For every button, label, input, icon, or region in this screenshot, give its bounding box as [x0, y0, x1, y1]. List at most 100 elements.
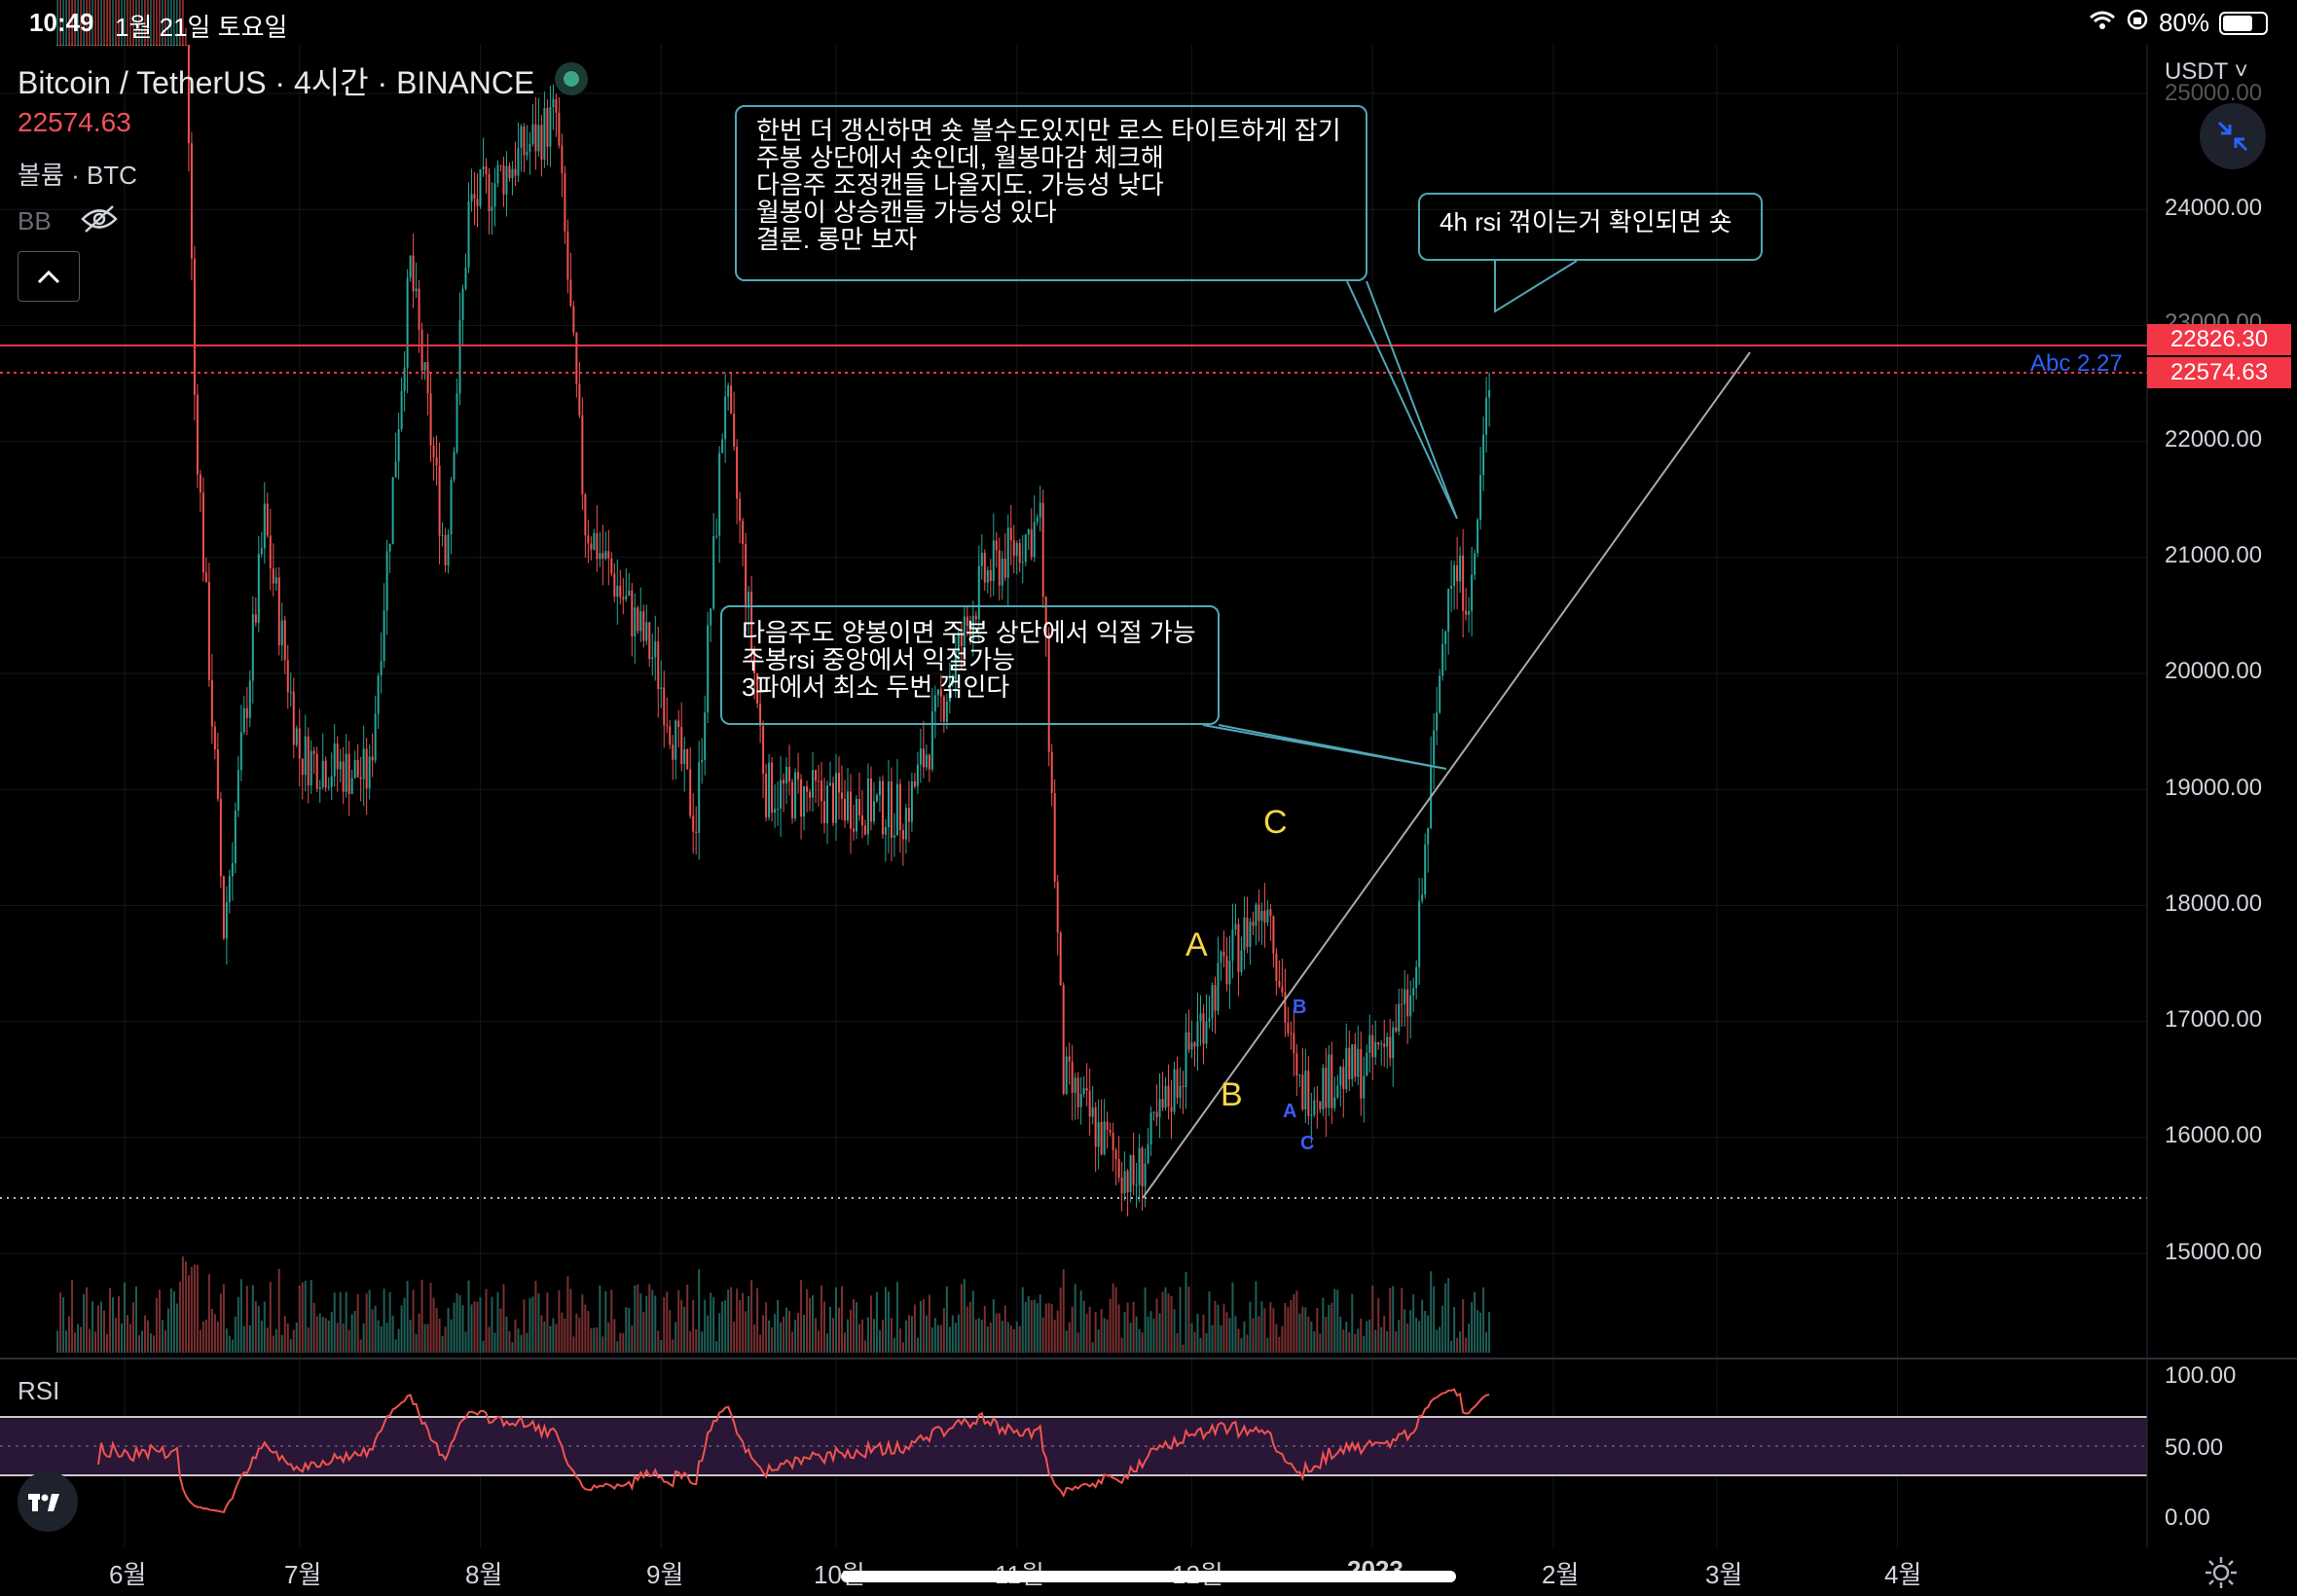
candle-body	[1024, 534, 1027, 562]
market-status-icon[interactable]	[555, 62, 588, 95]
volume-bar	[846, 1319, 849, 1353]
volume-bar	[1374, 1329, 1377, 1353]
note-callout-1[interactable]: 한번 더 갱신하면 숏 볼수도있지만 로스 타이트하게 잡기 주봉 상단에서 숏…	[735, 105, 1367, 281]
candle-body	[704, 712, 707, 760]
candle-body	[710, 608, 712, 626]
candle-body	[1196, 1021, 1199, 1047]
candle-body	[353, 759, 356, 779]
volume-bar	[922, 1298, 925, 1353]
candle-body	[286, 660, 289, 693]
candle-body	[797, 772, 800, 780]
volume-bar	[274, 1328, 277, 1353]
volume-bar	[1149, 1311, 1152, 1353]
volume-bar	[572, 1336, 575, 1353]
candle-body	[1252, 922, 1255, 926]
last-price: 22574.63	[18, 107, 131, 137]
volume-bar	[511, 1342, 514, 1353]
candle-body	[371, 756, 374, 761]
volume-bar	[1225, 1312, 1228, 1353]
candle-body	[65, 45, 68, 46]
candle-body	[1360, 1048, 1363, 1099]
candle-body	[736, 447, 739, 499]
volume-bar	[1018, 1325, 1021, 1353]
note-callout-3[interactable]: 다음주도 양봉이면 주봉 상단에서 익절 가능 주봉rsi 중앙에서 익절가능 …	[720, 605, 1220, 725]
wave-label-major[interactable]: C	[1263, 804, 1288, 841]
volume-bar	[957, 1314, 960, 1353]
wave-label-major[interactable]: B	[1221, 1076, 1243, 1113]
volume-bar	[491, 1296, 493, 1353]
exit-fullscreen-button[interactable]	[2200, 103, 2266, 169]
volume-bar	[397, 1328, 400, 1353]
volume-bar	[534, 1281, 537, 1353]
candle-body	[750, 592, 753, 650]
currency-select[interactable]: USDT ˅	[2165, 58, 2248, 86]
candle-body	[768, 762, 771, 817]
candle-body	[942, 696, 945, 722]
bb-indicator-label[interactable]: BB	[18, 206, 52, 236]
hidden-eye-icon[interactable]	[80, 204, 119, 238]
candle-body	[701, 759, 704, 763]
volume-bar	[543, 1321, 546, 1353]
volume-bar	[1147, 1316, 1149, 1353]
wave-label-minor[interactable]: C	[1300, 1133, 1315, 1154]
candle-body	[1129, 1155, 1132, 1193]
volume-bar	[1161, 1291, 1164, 1353]
settings-gear-icon[interactable]	[2204, 1555, 2239, 1595]
candle-body	[97, 45, 100, 46]
volume-bar	[377, 1320, 380, 1353]
collapse-legend-button[interactable]	[18, 251, 80, 302]
wave-label-minor[interactable]: B	[1293, 997, 1307, 1018]
candle-body	[210, 679, 213, 727]
candle-body	[342, 761, 345, 792]
volume-indicator-label[interactable]: 볼륨 · BTC	[18, 161, 137, 190]
candle-body	[695, 831, 698, 833]
candle-body	[1477, 519, 1479, 554]
candle-body	[56, 45, 59, 46]
volume-bar	[695, 1328, 698, 1353]
volume-bar	[1354, 1333, 1357, 1353]
volume-bar	[59, 1292, 62, 1353]
volume-bar	[190, 1266, 193, 1353]
volume-bar	[1462, 1299, 1465, 1353]
candle-body	[1243, 917, 1246, 951]
candle-body	[456, 393, 458, 453]
candle-body	[960, 634, 963, 646]
volume-bar	[1459, 1331, 1462, 1353]
candle-body	[470, 194, 473, 202]
candle-body	[242, 707, 245, 733]
volume-bar	[1217, 1304, 1220, 1353]
x-tick: 8월	[465, 1560, 503, 1589]
candle-body	[1284, 992, 1287, 1023]
tradingview-logo[interactable]	[18, 1471, 78, 1532]
volume-bar	[231, 1339, 234, 1353]
volume-bar	[951, 1315, 954, 1353]
volume-bar	[1106, 1319, 1109, 1353]
candle-body	[1287, 1022, 1290, 1034]
candle-body	[1474, 553, 1477, 575]
note-line: 3파에서 최소 두번 꺾인다	[742, 672, 1010, 702]
candle-body	[1418, 900, 1421, 967]
candle-body	[895, 783, 898, 836]
volume-bar	[1039, 1294, 1041, 1353]
volume-bar	[307, 1327, 310, 1353]
volume-bar	[785, 1307, 788, 1353]
volume-bar	[1185, 1272, 1187, 1353]
home-indicator[interactable]	[841, 1571, 1456, 1582]
candle-body	[855, 799, 857, 832]
volume-bar	[675, 1322, 677, 1353]
volume-bar	[826, 1333, 829, 1353]
note-callout-2[interactable]: 4h rsi 꺾이는거 확인되면 숏	[1418, 193, 1763, 261]
volume-bar	[1266, 1337, 1269, 1353]
wave-label-minor[interactable]: A	[1283, 1101, 1297, 1122]
volume-bar	[207, 1274, 210, 1353]
wave-label-major[interactable]: A	[1185, 926, 1208, 963]
volume-bar	[1290, 1299, 1293, 1353]
candle-body	[158, 45, 161, 46]
symbol-title[interactable]: Bitcoin / TetherUS · 4시간 · BINANCE	[18, 65, 535, 100]
volume-bar	[257, 1306, 260, 1353]
candle-body	[1357, 1048, 1360, 1077]
volume-bar	[531, 1296, 534, 1353]
candle-body	[1182, 1086, 1185, 1088]
rsi-indicator-label[interactable]: RSI	[18, 1376, 60, 1405]
